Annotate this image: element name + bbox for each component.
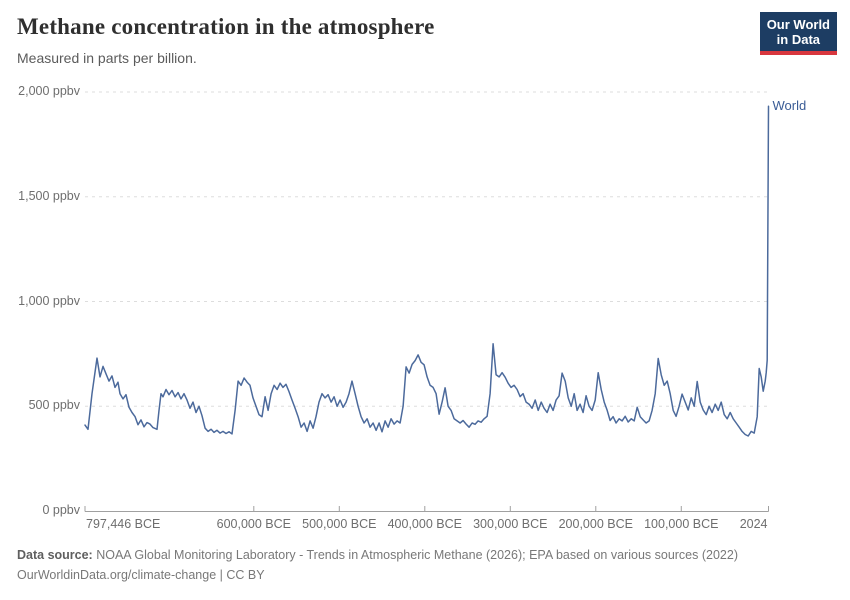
y-axis-label: 1,500 ppbv — [18, 188, 80, 203]
world-line-series[interactable] — [84, 105, 770, 437]
x-axis-label: 600,000 BCE — [216, 517, 291, 531]
chart-title: Methane concentration in the atmosphere — [17, 14, 435, 39]
y-axis-label: 2,000 ppbv — [18, 84, 80, 98]
data-source-label: Data source: — [17, 548, 93, 562]
y-axis-label: 1,000 ppbv — [18, 293, 80, 308]
data-source-line: Data source: NOAA Global Monitoring Labo… — [17, 545, 738, 565]
x-axis-label: 500,000 BCE — [302, 517, 377, 531]
license-text: CC BY — [226, 568, 265, 582]
x-axis-label: 797,446 BCE — [86, 517, 161, 531]
data-source-text: NOAA Global Monitoring Laboratory - Tren… — [96, 548, 738, 562]
x-axis-label: 100,000 BCE — [644, 517, 719, 531]
x-axis-label: 2024 — [739, 517, 768, 531]
license-line: OurWorldinData.org/climate-change | CC B… — [17, 565, 738, 585]
x-axis-label: 200,000 BCE — [558, 517, 633, 531]
series-label-world[interactable]: World — [772, 98, 807, 114]
y-axis-label: 0 ppbv — [42, 503, 80, 517]
footer-separator: | — [219, 568, 223, 582]
y-axis-label: 500 ppbv — [28, 398, 80, 413]
owid-logo[interactable]: Our World in Data — [759, 12, 837, 55]
x-axis-label: 400,000 BCE — [387, 517, 462, 531]
owid-logo-line2: in Data — [776, 32, 821, 48]
owid-url-link[interactable]: OurWorldinData.org/climate-change — [17, 568, 217, 582]
chart-footer: Data source: NOAA Global Monitoring Labo… — [17, 545, 738, 585]
owid-logo-line1: Our World — [766, 17, 830, 32]
x-axis-label: 300,000 BCE — [473, 517, 548, 531]
chart-subtitle: Measured in parts per billion. — [17, 50, 197, 66]
